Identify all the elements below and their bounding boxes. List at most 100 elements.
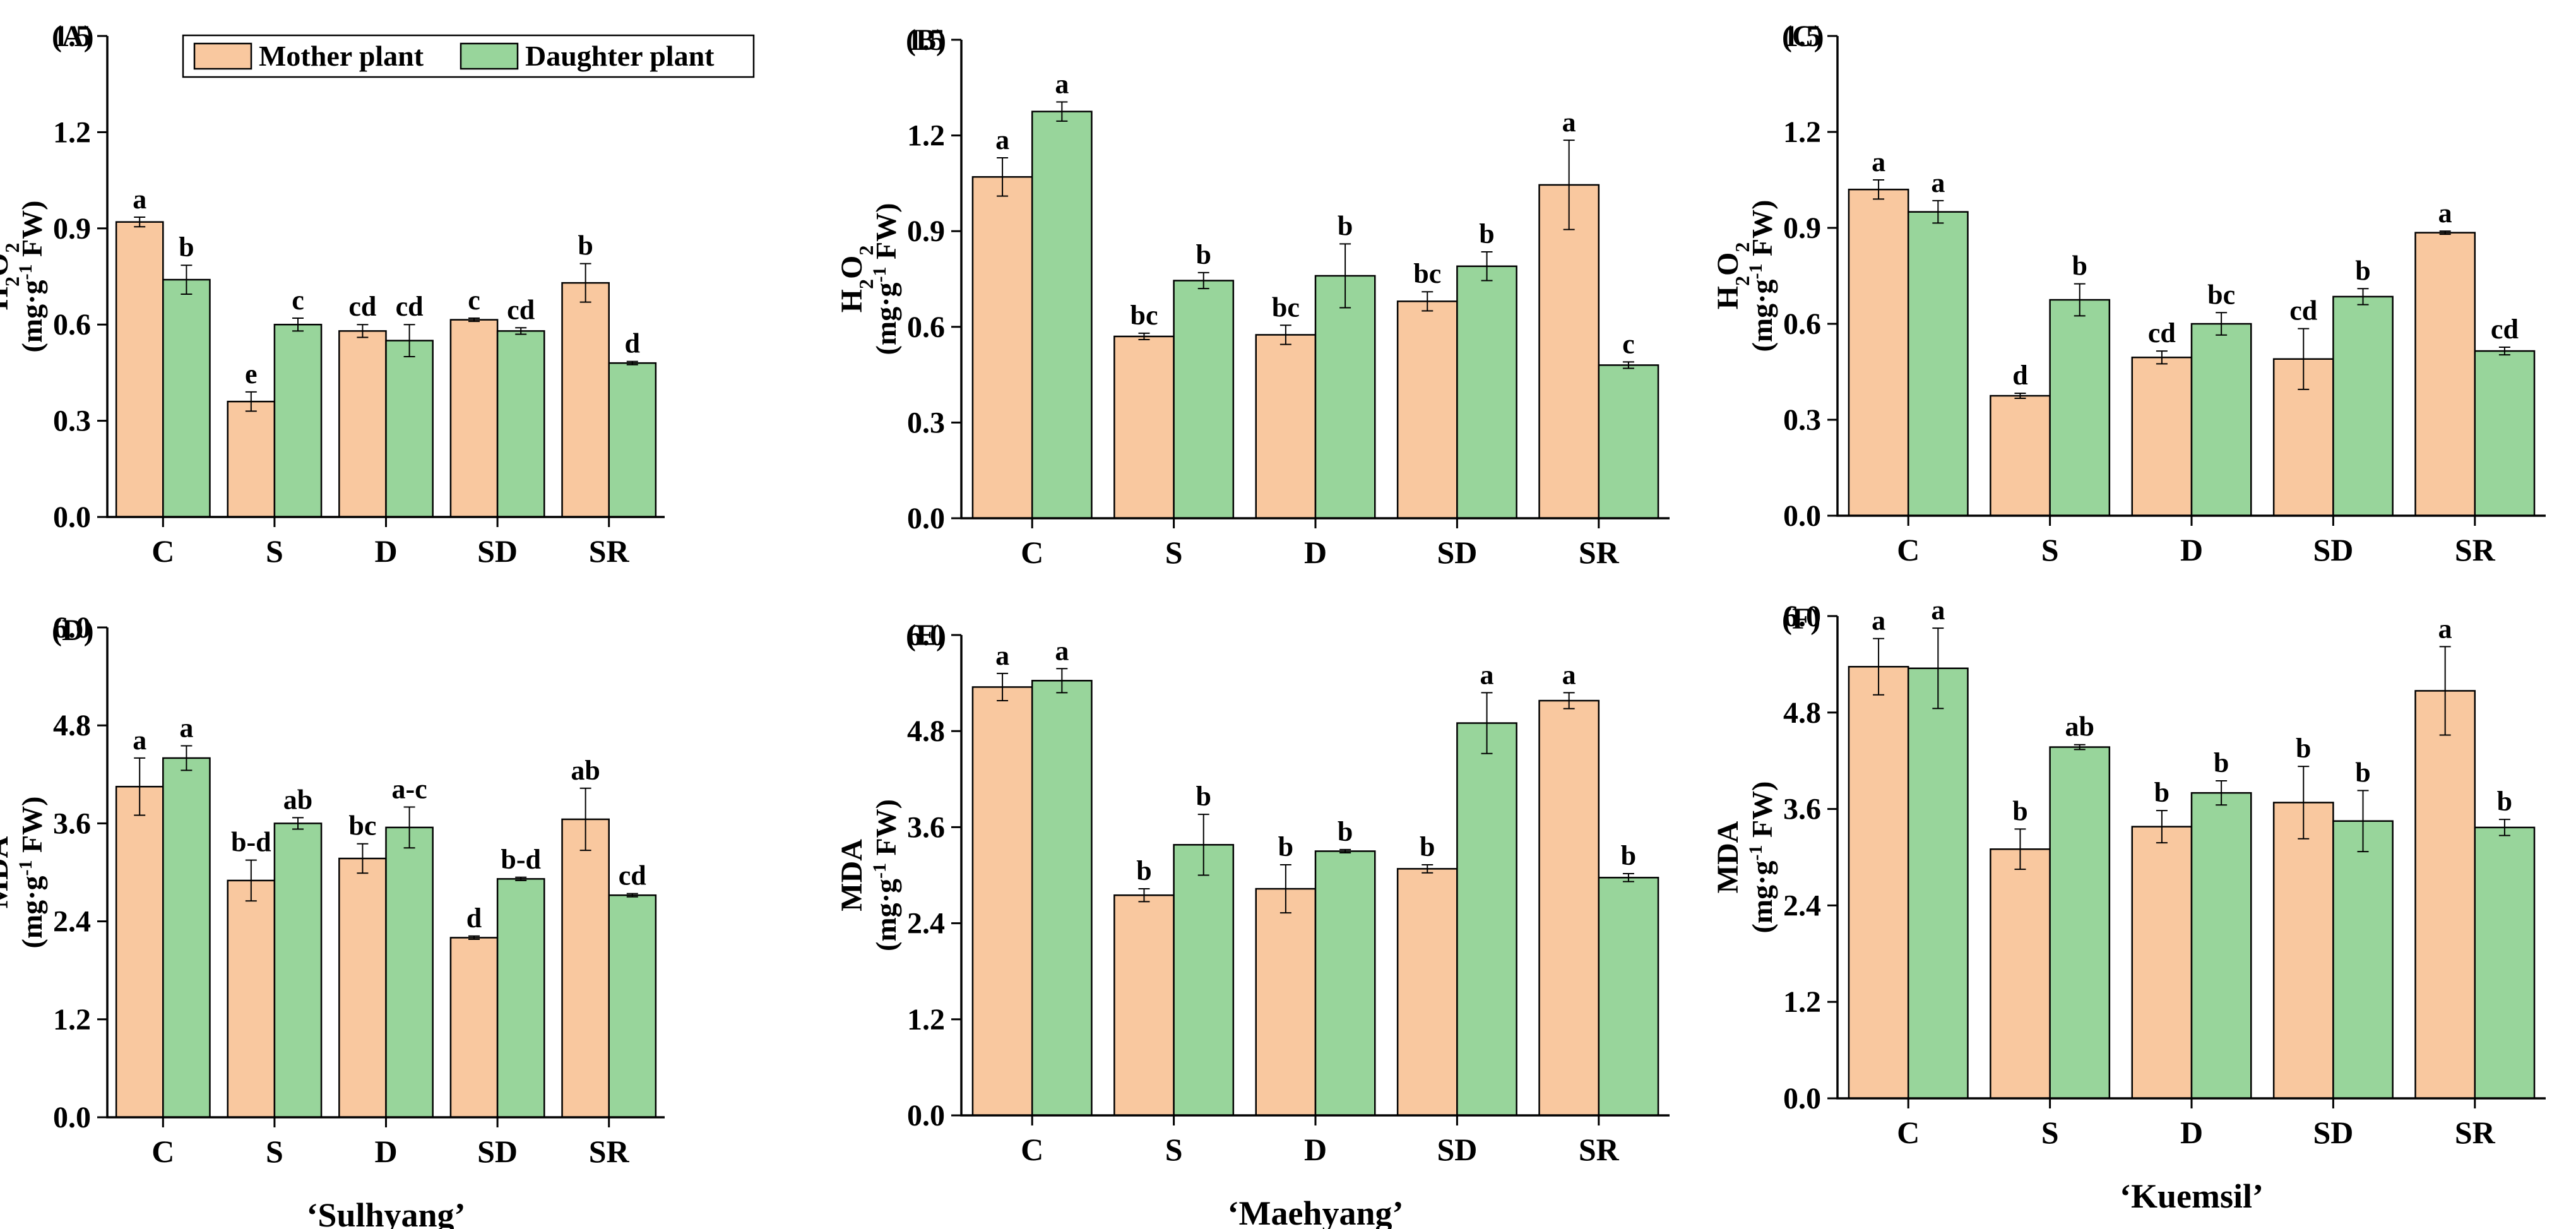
x-axis-label: ‘Kuemsil’ bbox=[2120, 1177, 2264, 1215]
significance-letter: b bbox=[1278, 831, 1293, 862]
significance-letter: a bbox=[2438, 613, 2452, 644]
daughter-plant-bar bbox=[273, 822, 323, 1119]
y-axis-label-line1: H2O2 bbox=[835, 246, 877, 313]
y-tick-label: 4.8 bbox=[53, 709, 91, 742]
daughter-plant-bar bbox=[1456, 265, 1517, 520]
y-axis-label-line1: MDA bbox=[835, 839, 869, 911]
y-tick-label: 6.0 bbox=[1783, 600, 1821, 633]
y-tick-label: 0.3 bbox=[907, 406, 945, 439]
y-axis-label-line1: H2O2 bbox=[0, 243, 23, 311]
y-tick-label: 1.5 bbox=[907, 23, 945, 57]
significance-letter: cd bbox=[507, 294, 535, 325]
y-axis-label-line2: (mg·g-1 FW) bbox=[1745, 200, 1779, 352]
significance-letter: b bbox=[1420, 831, 1435, 862]
mother-plant-bar bbox=[1113, 335, 1175, 520]
daughter-plant-bar bbox=[496, 330, 545, 518]
significance-letter: b bbox=[179, 232, 194, 263]
y-tick-label: 1.2 bbox=[53, 116, 91, 149]
panel-label: (E) bbox=[906, 619, 946, 652]
significance-letter: cd bbox=[396, 291, 424, 322]
y-tick-label: 3.6 bbox=[53, 807, 91, 840]
mother-plant-bar bbox=[2414, 690, 2476, 1100]
significance-letter: a bbox=[133, 184, 146, 215]
daughter-plant-bar bbox=[2332, 820, 2394, 1100]
y-tick-label: 1.5 bbox=[1783, 20, 1821, 53]
y-axis-label: H2O2(mg·g-1 FW) bbox=[1711, 200, 1778, 352]
y-tick-label: 0.0 bbox=[53, 501, 91, 534]
x-axis-label: ‘Sulhyang’ bbox=[306, 1196, 465, 1229]
mother-plant-bar bbox=[227, 400, 276, 518]
daughter-plant-bar bbox=[162, 278, 211, 518]
significance-letter: b bbox=[1196, 781, 1211, 812]
x-tick-label: SR bbox=[589, 1134, 630, 1169]
x-tick-label: SR bbox=[589, 533, 630, 569]
significance-letter: cd bbox=[348, 291, 376, 322]
x-tick-label: SR bbox=[1579, 535, 1620, 570]
y-tick-label: 1.2 bbox=[907, 1003, 945, 1036]
x-tick-label: SD bbox=[2313, 532, 2353, 567]
significance-letter: b bbox=[2355, 255, 2370, 286]
x-tick-label: C bbox=[1021, 1132, 1043, 1167]
daughter-plant-bar bbox=[162, 757, 211, 1119]
daughter-plant-bar bbox=[1598, 877, 1659, 1117]
panel-label: (F) bbox=[1782, 602, 1820, 636]
significance-letter: a bbox=[1562, 107, 1576, 138]
mother-plant-bar bbox=[1848, 665, 1909, 1100]
y-tick-label: 0.0 bbox=[53, 1101, 91, 1134]
significance-letter: c bbox=[1622, 328, 1635, 359]
axis-frame bbox=[106, 36, 665, 518]
legend: Mother plant Daughter plant bbox=[182, 34, 755, 78]
significance-letter: a bbox=[1480, 659, 1494, 690]
significance-letter: b bbox=[2214, 747, 2229, 778]
y-tick-label: 0.6 bbox=[1783, 307, 1821, 341]
y-tick-label: 2.4 bbox=[907, 907, 945, 941]
y-tick-label: 6.0 bbox=[53, 611, 91, 644]
x-tick-label: SR bbox=[2455, 532, 2496, 567]
y-tick-label: 6.0 bbox=[907, 619, 945, 652]
daughter-plant-bar bbox=[1031, 110, 1093, 520]
significance-letter: ab bbox=[2065, 711, 2094, 742]
y-tick-label: 4.8 bbox=[1783, 696, 1821, 730]
mother-plant-bar bbox=[1113, 894, 1175, 1117]
y-axis-label-line1: MDA bbox=[0, 836, 15, 908]
x-tick-label: S bbox=[1165, 1132, 1183, 1167]
significance-letter: a bbox=[133, 725, 146, 756]
significance-letter: a bbox=[1055, 69, 1069, 100]
legend-label-daughter: Daughter plant bbox=[525, 40, 715, 72]
daughter-plant-bar bbox=[2332, 295, 2394, 517]
daughter-plant-bar bbox=[608, 894, 657, 1119]
y-axis-label-line2: (mg·g-1 FW) bbox=[15, 797, 49, 949]
daughter-plant-bar bbox=[2049, 746, 2111, 1100]
y-tick-label: 3.6 bbox=[907, 810, 945, 844]
legend-swatch-mother bbox=[193, 42, 252, 70]
significance-letter: b bbox=[1338, 210, 1353, 241]
daughter-plant-bar bbox=[1907, 667, 1969, 1100]
significance-letter: a bbox=[1872, 146, 1885, 177]
daughter-plant-bar bbox=[1456, 722, 1517, 1117]
significance-letter: d bbox=[2012, 360, 2027, 391]
panel-d: (D) 0.0 1.2 2.4 3.6 4.8 6.0 a b-d bc d ab a ab a-c b-d c… bbox=[0, 611, 665, 1229]
significance-letter: b bbox=[2072, 251, 2087, 282]
y-tick-label: 0.0 bbox=[1783, 1082, 1821, 1115]
mother-plant-bar bbox=[2131, 356, 2193, 517]
significance-letter: a bbox=[1931, 167, 1945, 198]
x-tick-label: D bbox=[374, 1134, 397, 1169]
daughter-plant-bar bbox=[1598, 364, 1659, 520]
y-axis-label: MDA(mg·g-1 FW) bbox=[0, 797, 48, 949]
significance-letter: d bbox=[466, 903, 482, 934]
axis-frame bbox=[106, 627, 665, 1119]
y-axis-label-line2: (mg·g-1 FW) bbox=[1745, 781, 1779, 934]
significance-letter: ab bbox=[283, 784, 312, 815]
axis-frame bbox=[1836, 616, 2546, 1100]
y-tick-label: 0.3 bbox=[1783, 403, 1821, 437]
mother-plant-bar bbox=[1396, 868, 1458, 1117]
mother-plant-bar bbox=[971, 176, 1033, 520]
significance-letter: a bbox=[1055, 635, 1069, 666]
daughter-plant-bar bbox=[496, 878, 545, 1119]
panel-label: (A) bbox=[52, 20, 94, 53]
y-tick-label: 0.0 bbox=[1783, 499, 1821, 533]
y-tick-label: 1.2 bbox=[907, 119, 945, 153]
